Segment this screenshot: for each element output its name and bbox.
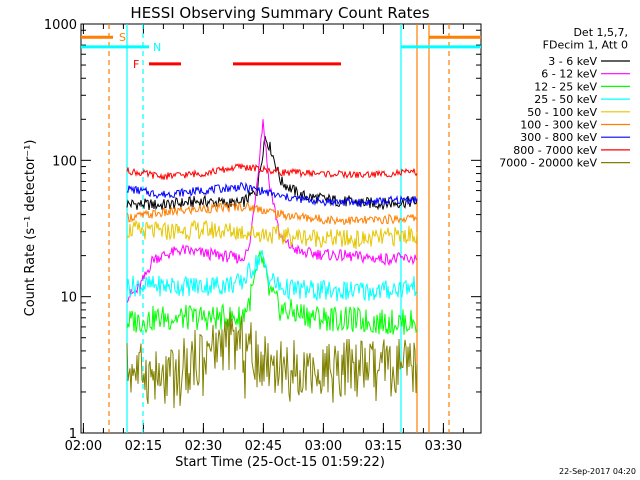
plot-area: 1 10 100 1000 02:00 02:15 02:30 02:45 03:00 03:15… — [44, 18, 482, 454]
x-tick-label: 03:30 — [425, 439, 462, 454]
legend-label: 300 - 800 keV — [520, 131, 597, 144]
series-line — [126, 135, 418, 211]
flag-label: F — [133, 58, 139, 71]
plot-frame — [80, 23, 482, 434]
flag-label: N — [153, 41, 161, 54]
series-line — [126, 219, 418, 249]
x-tick-label: 02:30 — [185, 439, 222, 454]
series-line — [126, 249, 418, 302]
legend-label: 6 - 12 keV — [541, 68, 597, 81]
legend-label: 7000 - 20000 keV — [499, 157, 597, 170]
chart-title: HESSI Observing Summary Count Rates — [130, 4, 429, 22]
x-tick-label: 03:15 — [365, 439, 402, 454]
x-axis-label: Start Time (25-Oct-15 01:59:22) — [175, 455, 385, 470]
x-tick-label: 02:00 — [65, 439, 102, 454]
y-tick-label: 100 — [52, 154, 77, 169]
series-line — [126, 201, 418, 226]
x-tick-label: 03:00 — [305, 439, 342, 454]
x-tick-label: 02:45 — [245, 439, 282, 454]
legend-header: Det 1,5,7, — [573, 26, 628, 39]
series-line — [126, 181, 418, 208]
legend-label: 100 - 300 keV — [520, 119, 597, 132]
y-tick-label: 1000 — [44, 18, 77, 33]
legend-label: 12 - 25 keV — [534, 80, 597, 93]
flag-label: S — [119, 31, 126, 44]
legend-label: 50 - 100 keV — [527, 106, 597, 119]
legend-label: 3 - 6 keV — [548, 55, 597, 68]
series-line — [126, 162, 418, 180]
legend-label: 800 - 7000 keV — [513, 144, 597, 157]
legend-label: 25 - 50 keV — [534, 93, 597, 106]
x-tick-label: 02:15 — [125, 439, 162, 454]
legend-header: FDecim 1, Att 0 — [543, 39, 628, 52]
series-line — [126, 249, 418, 335]
y-tick-label: 10 — [60, 291, 77, 306]
y-tick-label: 1 — [69, 427, 77, 442]
timestamp: 22-Sep-2017 04:20 — [559, 467, 636, 476]
series-line — [126, 311, 418, 409]
y-axis-label: Count Rate (s⁻¹ detector⁻¹) — [23, 140, 38, 317]
